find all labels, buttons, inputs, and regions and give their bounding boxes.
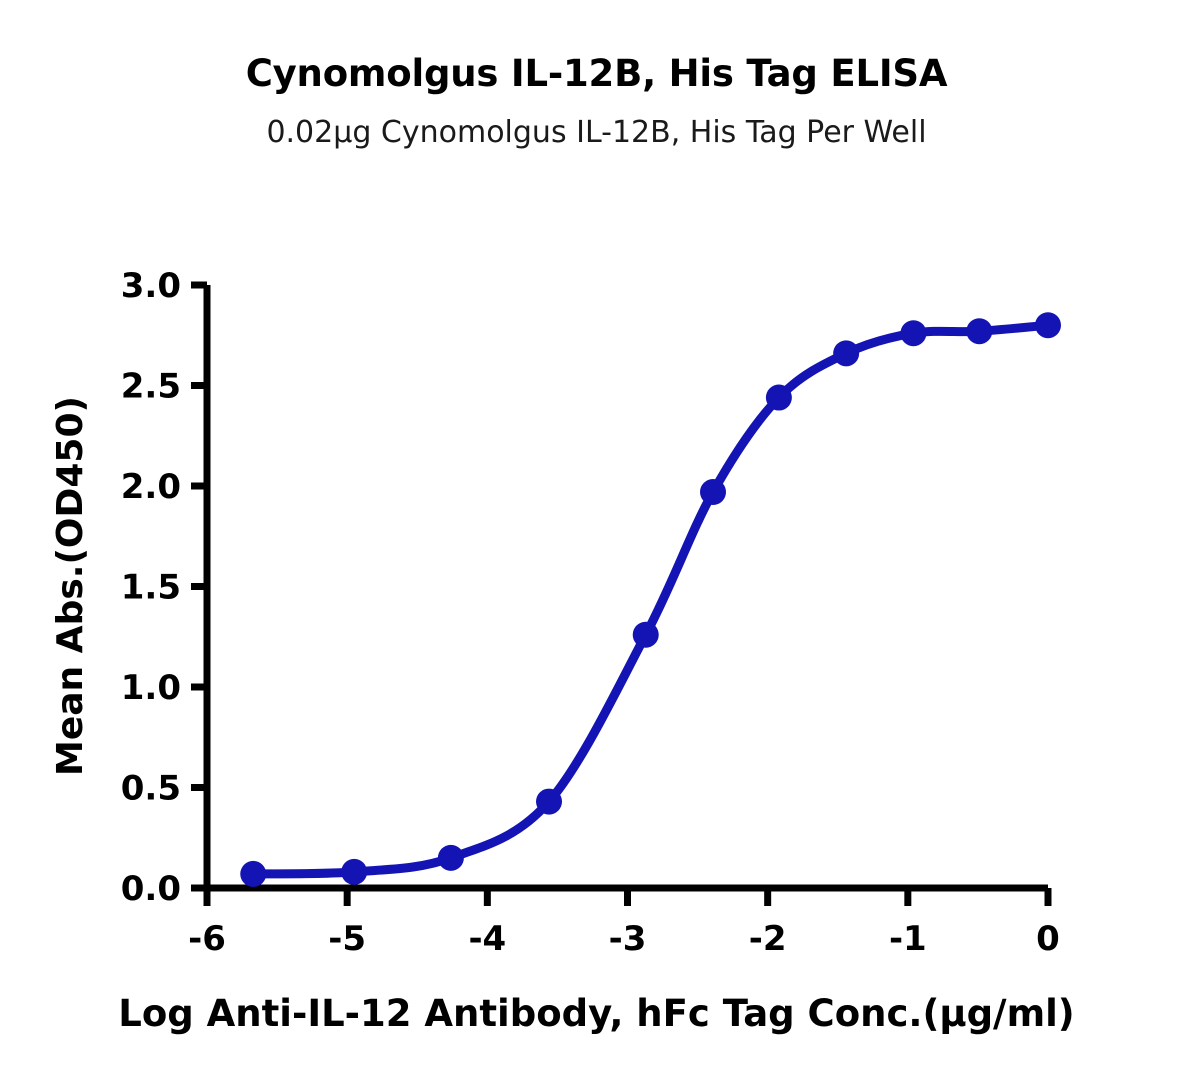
y-axis-tick-labels: 0.0 0.5 1.0 1.5 2.0 2.5 3.0 (121, 266, 181, 909)
x-tick-label: -2 (749, 919, 787, 959)
data-point (833, 340, 860, 367)
data-point (632, 621, 659, 648)
x-axis-title: Log Anti-IL-12 Antibody, hFc Tag Conc.(µ… (118, 992, 1075, 1035)
y-tick-label: 0.0 (121, 869, 181, 909)
x-axis-tick-labels: -6 -5 -4 -3 -2 -1 0 (188, 919, 1060, 959)
data-point (341, 858, 368, 885)
x-tick-label: 0 (1036, 919, 1060, 959)
y-tick-label: 3.0 (121, 266, 181, 306)
x-tick-label: -5 (328, 919, 366, 959)
data-point (240, 860, 267, 887)
data-point (966, 318, 993, 345)
chart-title: Cynomolgus IL-12B, His Tag ELISA (245, 52, 948, 95)
y-tick-label: 0.5 (121, 769, 181, 809)
data-point (1035, 312, 1061, 339)
series-markers-anti-il12 (240, 312, 1061, 887)
x-tick-label: -1 (889, 919, 927, 959)
x-axis-ticks (203, 888, 1052, 906)
y-tick-label: 1.0 (121, 668, 181, 708)
y-tick-label: 1.5 (121, 568, 181, 608)
y-tick-label: 2.5 (121, 367, 181, 407)
x-tick-label: -3 (609, 919, 647, 959)
y-tick-label: 2.0 (121, 467, 181, 507)
y-axis-title: Mean Abs.(OD450) (50, 396, 91, 776)
series-line-anti-il12 (248, 320, 1053, 879)
x-tick-label: -6 (188, 919, 226, 959)
chart-subtitle: 0.02µg Cynomolgus IL-12B, His Tag Per We… (266, 115, 927, 150)
data-point (765, 384, 792, 411)
x-tick-label: -4 (468, 919, 506, 959)
y-axis-ticks (191, 281, 207, 892)
data-point (900, 320, 927, 347)
data-point (437, 844, 464, 871)
data-point (536, 788, 563, 815)
data-point (700, 479, 726, 506)
